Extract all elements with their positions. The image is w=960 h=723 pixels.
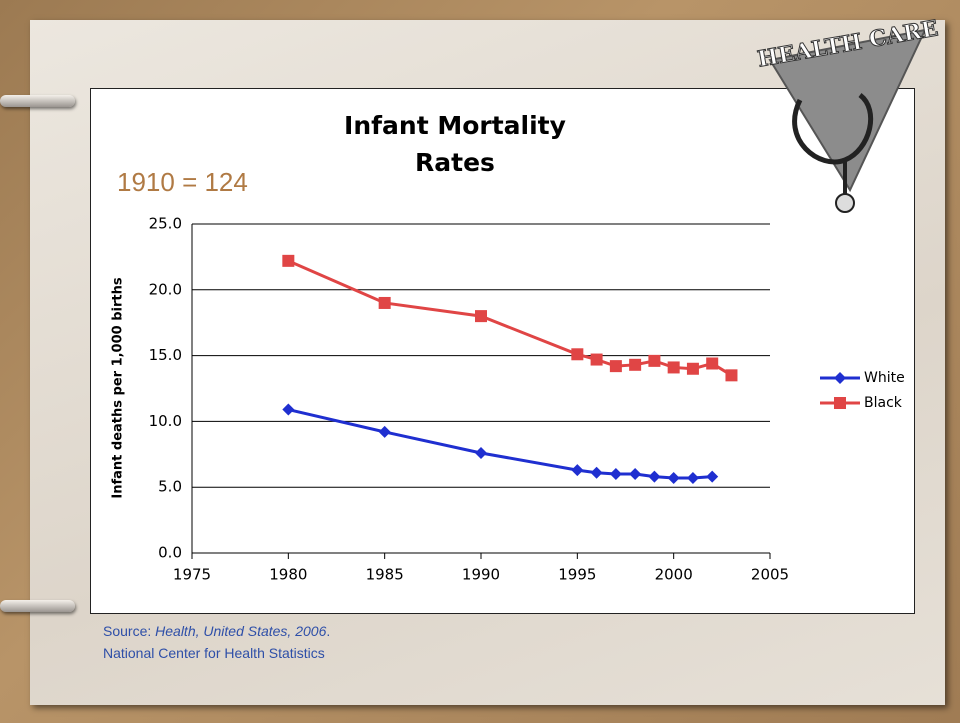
y-tick-label: 5.0: [158, 478, 182, 496]
slide-page: Source: Health, United States, 2006. Nat…: [0, 0, 960, 723]
x-tick-label: 1995: [558, 566, 596, 584]
chart-title: Rates: [415, 148, 495, 177]
data-point: [706, 357, 718, 369]
data-point: [571, 348, 583, 360]
data-point: [591, 467, 603, 479]
data-point: [706, 471, 718, 483]
x-tick-label: 1980: [269, 566, 307, 584]
data-point: [591, 354, 603, 366]
data-point: [725, 369, 737, 381]
data-point: [475, 310, 487, 322]
data-point: [282, 404, 294, 416]
data-point: [379, 426, 391, 438]
x-tick-label: 1975: [173, 566, 211, 584]
data-point: [610, 468, 622, 480]
y-axis-label: Infant deaths per 1,000 births: [111, 277, 126, 498]
legend-label: White: [864, 370, 905, 386]
chart-title: Infant Mortality: [344, 111, 566, 140]
y-tick-label: 0.0: [158, 544, 182, 562]
legend-marker: [834, 397, 846, 409]
x-tick-label: 2000: [655, 566, 693, 584]
x-tick-label: 1990: [462, 566, 500, 584]
series-line: [288, 261, 731, 375]
y-tick-label: 20.0: [149, 280, 182, 298]
y-tick-label: 15.0: [149, 346, 182, 364]
data-point: [687, 363, 699, 375]
data-point: [379, 297, 391, 309]
data-point: [629, 468, 641, 480]
data-point: [475, 447, 487, 459]
annotation: 1910 = 124: [117, 167, 248, 197]
x-tick-label: 2005: [751, 566, 789, 584]
data-point: [629, 359, 641, 371]
data-point: [668, 472, 680, 484]
data-point: [648, 355, 660, 367]
legend-marker: [834, 372, 846, 384]
y-tick-label: 25.0: [149, 215, 182, 233]
legend-label: Black: [864, 395, 903, 411]
x-tick-label: 1985: [366, 566, 404, 584]
series-line: [288, 410, 712, 478]
logo: HEALTH CARE: [756, 15, 940, 212]
data-point: [668, 361, 680, 373]
data-point: [282, 255, 294, 267]
data-point: [648, 471, 660, 483]
chart: HEALTH CARE Infant Mortality Rates 1910 …: [0, 0, 960, 723]
data-point: [687, 472, 699, 484]
y-tick-label: 10.0: [149, 412, 182, 430]
logo-chestpiece: [836, 194, 854, 212]
data-point: [610, 360, 622, 372]
data-point: [571, 464, 583, 476]
